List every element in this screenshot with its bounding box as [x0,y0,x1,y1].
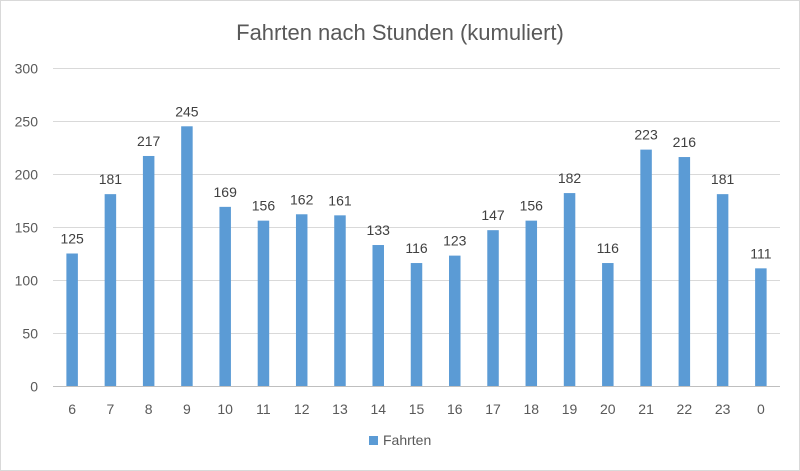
x-axis: 6 7 8 9 10 11 12 13 14 15 16 17 18 19 20 21 22 23 0 [68,401,765,417]
y-tick-label: 0 [30,379,38,395]
data-label: 245 [175,103,199,119]
data-label: 116 [405,240,428,256]
y-tick-label: 300 [15,61,39,77]
data-label: 125 [60,231,84,247]
y-tick-label: 100 [15,273,39,289]
data-label: 216 [673,134,697,150]
bar [640,149,652,386]
bar [142,155,155,386]
data-label: 133 [367,222,391,238]
bar [219,206,231,386]
bar [372,245,384,386]
data-label: 182 [558,170,582,186]
x-tick-label: 16 [447,401,463,417]
y-axis: 0 50 100 150 200 250 300 [15,61,39,395]
y-tick-label: 150 [15,220,39,236]
x-tick-label: 6 [68,401,76,417]
data-label: 156 [520,198,544,214]
y-tick-label: 200 [15,167,39,183]
bar [104,194,117,386]
x-tick-label: 13 [332,401,348,417]
bar [449,255,461,386]
data-label: 162 [290,191,314,207]
bar [563,193,576,386]
bar [602,263,614,386]
bar [487,230,499,386]
x-tick-label: 12 [294,401,310,417]
data-label: 223 [634,127,658,143]
x-tick-label: 20 [600,401,616,417]
y-tick-label: 250 [15,114,39,130]
data-label: 181 [99,171,123,187]
legend-swatch-fahrten [369,436,378,445]
x-tick-label: 17 [485,401,501,417]
gridlines [53,68,780,387]
x-tick-label: 7 [106,401,114,417]
bar [66,253,78,386]
y-tick-label: 50 [22,326,38,342]
data-label: 156 [252,198,276,214]
data-label: 147 [481,207,505,223]
bar [716,194,729,386]
data-label: 169 [214,184,238,200]
legend-label-fahrten: Fahrten [383,432,431,448]
data-label: 111 [750,245,771,261]
bar [181,126,193,387]
data-label: 123 [443,233,467,249]
x-tick-label: 10 [217,401,233,417]
bar [334,215,346,386]
x-tick-label: 8 [145,401,153,417]
x-tick-label: 11 [256,401,271,417]
data-labels: 125 181 217 245 169 156 162 161 133 116 123 147 156 1… [60,103,771,261]
data-label: 116 [597,240,620,256]
bar-series-fahrten [66,126,767,387]
bar [410,263,423,386]
bar [295,214,308,386]
x-tick-label: 15 [409,401,425,417]
x-tick-label: 14 [370,401,386,417]
bar [257,220,270,386]
x-tick-label: 23 [715,401,731,417]
chart-title: Fahrten nach Stunden (kumuliert) [236,20,564,45]
x-tick-label: 22 [677,401,693,417]
data-label: 161 [328,192,352,208]
bar [678,157,691,386]
bar [525,220,538,386]
bar [755,268,767,386]
x-tick-label: 18 [524,401,540,417]
data-label: 181 [711,171,735,187]
x-tick-label: 21 [638,401,654,417]
x-tick-label: 19 [562,401,578,417]
x-tick-label: 9 [183,401,191,417]
x-tick-label: 0 [757,401,765,417]
legend: Fahrten [369,432,431,448]
data-label: 217 [137,133,161,149]
